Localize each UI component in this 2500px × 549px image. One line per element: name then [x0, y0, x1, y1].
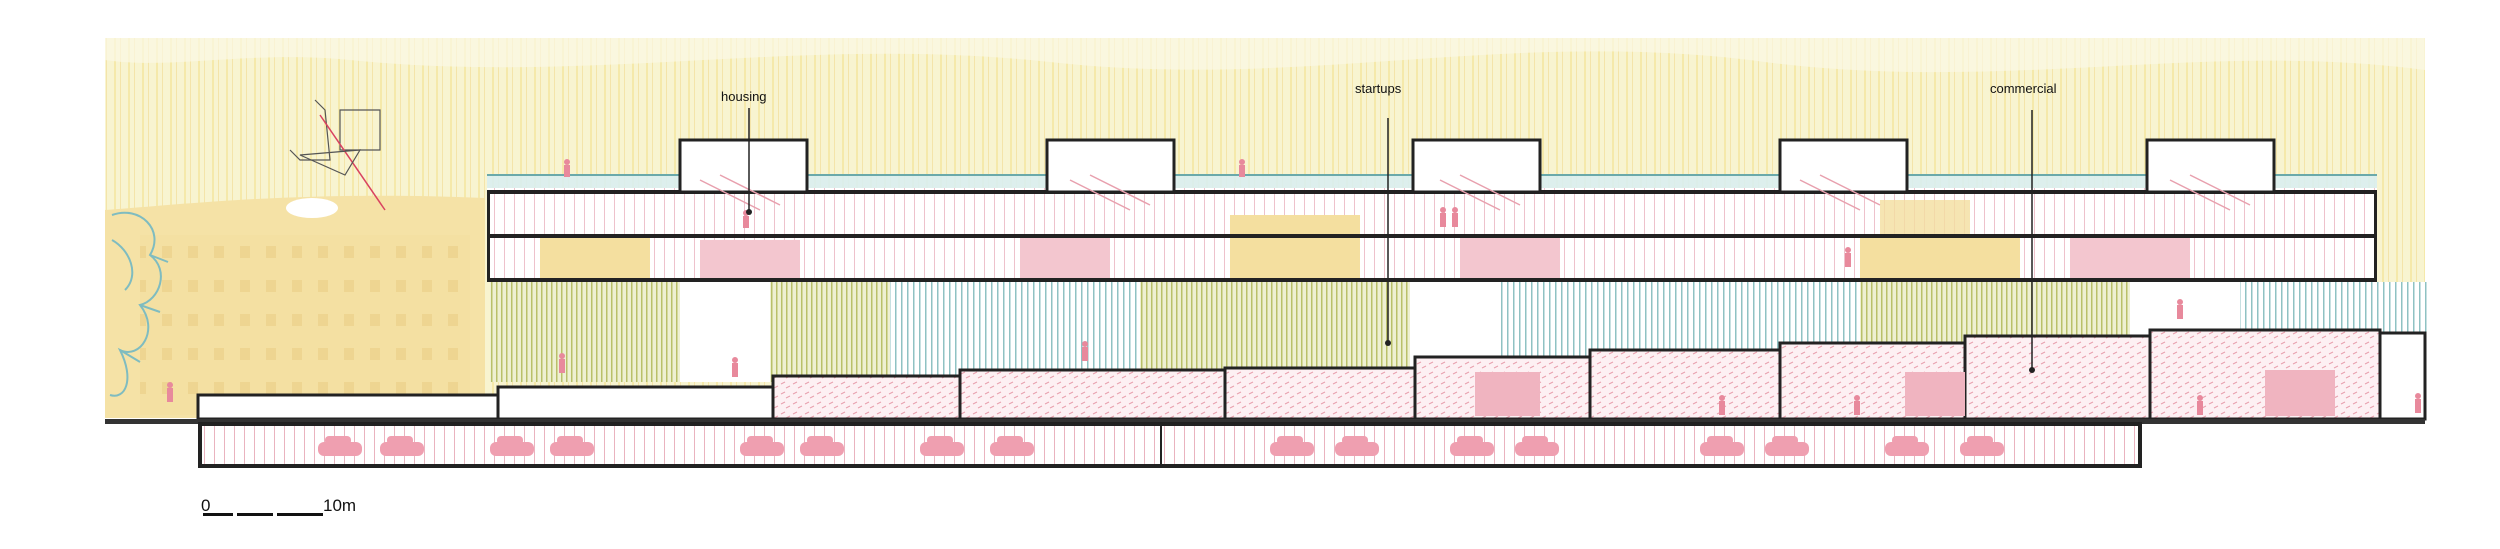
commercial-plinth — [196, 328, 2427, 421]
scale-start-label: 0 — [201, 496, 210, 515]
leader-dots — [746, 209, 2035, 373]
housing-band — [487, 174, 2377, 282]
leader-lines — [748, 108, 2033, 370]
background-buildings — [105, 195, 485, 418]
people-silhouettes — [167, 159, 2421, 415]
scale-bar — [203, 513, 323, 516]
scale-end-label: 10m — [323, 496, 356, 515]
rooftop-volumes — [678, 138, 2276, 194]
stair-lines — [699, 174, 2251, 211]
ground-line — [105, 419, 2425, 424]
tree-illustration — [109, 211, 169, 397]
sun-path-diagram — [289, 99, 386, 211]
label-startups: startups — [1355, 81, 1402, 96]
parked-cars — [318, 436, 2004, 456]
label-housing: housing — [721, 89, 767, 104]
label-commercial: commercial — [1990, 81, 2057, 96]
